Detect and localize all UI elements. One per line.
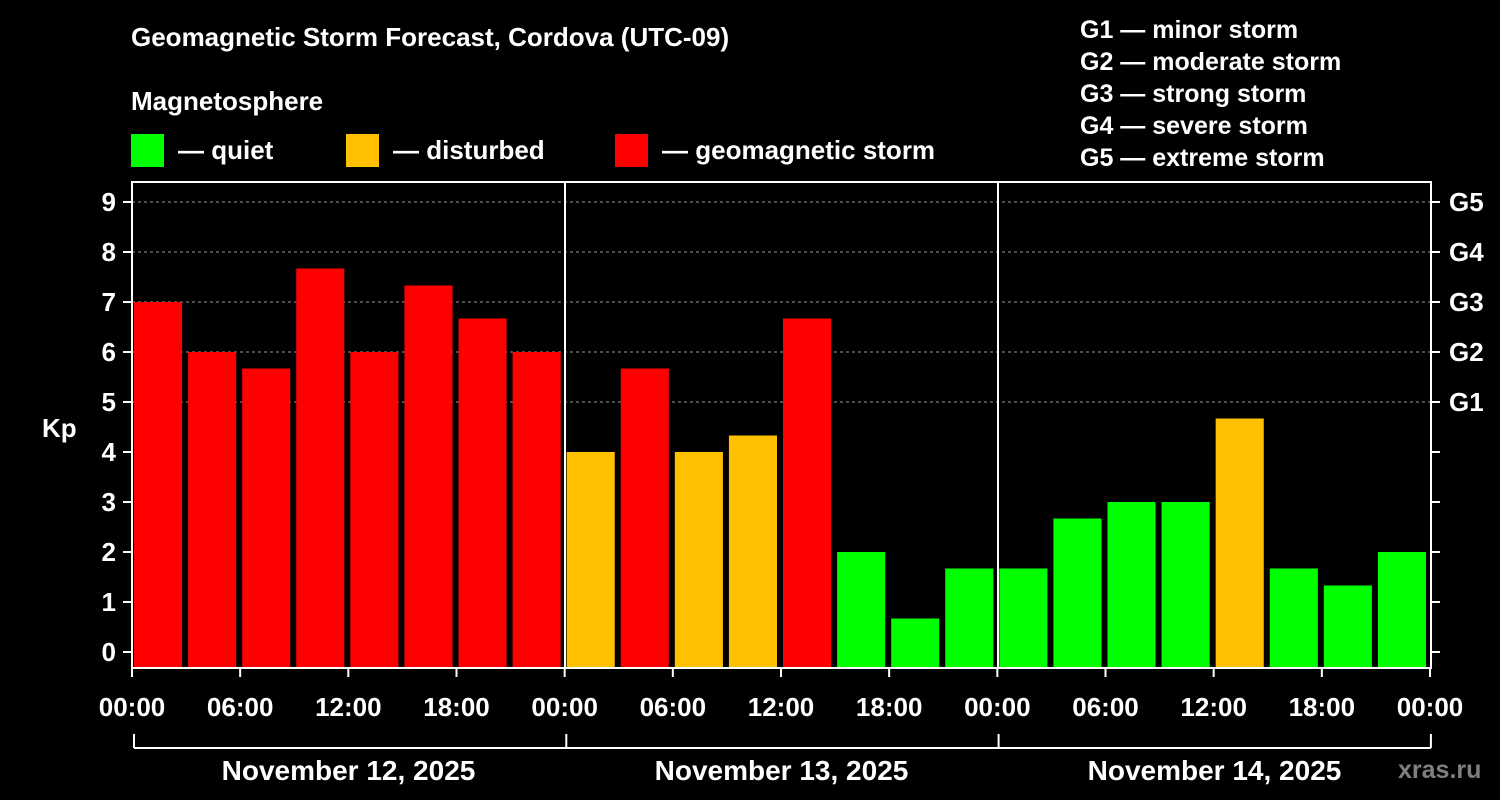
bar-6 <box>458 318 507 668</box>
day-label-1: November 13, 2025 <box>655 755 909 786</box>
bar-0 <box>134 302 183 668</box>
day-label-0: November 12, 2025 <box>222 755 476 786</box>
y-axis-label: Kp <box>42 413 77 443</box>
bar-20 <box>1215 418 1264 668</box>
ytick-label-1: 1 <box>102 587 116 617</box>
bar-4 <box>350 352 399 668</box>
xtick-label-7: 18:00 <box>856 692 923 722</box>
bar-7 <box>512 352 561 668</box>
storm-scale-g3: G3 — strong storm <box>1080 80 1307 108</box>
xtick-label-12: 00:00 <box>1397 692 1464 722</box>
storm-scale-g5: G5 — extreme storm <box>1080 144 1325 172</box>
ytick-label-0: 0 <box>102 637 116 667</box>
bar-16 <box>999 568 1048 668</box>
storm-scale-g1: G1 — minor storm <box>1080 16 1299 44</box>
ytick-label-7: 7 <box>102 287 116 317</box>
xtick-label-0: 00:00 <box>99 692 166 722</box>
legend-swatch-disturbed <box>346 133 379 167</box>
storm-scale-list: G1 — minor storm G2 — moderate storm G3 … <box>1080 14 1341 174</box>
ytick-label-6: 6 <box>102 337 116 367</box>
xtick-label-8: 00:00 <box>964 692 1031 722</box>
bar-18 <box>1107 502 1156 668</box>
bar-2 <box>242 368 291 668</box>
legend-item-quiet: — quiet <box>131 133 273 167</box>
bar-11 <box>728 435 777 668</box>
ytick-label-5: 5 <box>102 387 116 417</box>
xtick-label-3: 18:00 <box>423 692 490 722</box>
xtick-label-6: 12:00 <box>748 692 815 722</box>
bar-14 <box>891 618 940 668</box>
right-tick-label-g2: G2 <box>1449 337 1484 367</box>
xtick-label-9: 06:00 <box>1072 692 1139 722</box>
xtick-label-2: 12:00 <box>315 692 382 722</box>
right-tick-label-g1: G1 <box>1449 387 1484 417</box>
bar-9 <box>620 368 669 668</box>
chart-subtitle: Magnetosphere <box>131 86 324 116</box>
legend-label-quiet: — quiet <box>178 134 274 165</box>
right-tick-label-g5: G5 <box>1449 187 1484 217</box>
right-tick-label-g3: G3 <box>1449 287 1484 317</box>
ytick-label-9: 9 <box>102 187 116 217</box>
bar-5 <box>404 285 453 668</box>
ytick-label-2: 2 <box>102 537 116 567</box>
chart-title: Geomagnetic Storm Forecast, Cordova (UTC… <box>131 22 730 52</box>
bar-12 <box>783 318 832 668</box>
bars-group <box>134 268 1426 668</box>
storm-scale-g4: G4 — severe storm <box>1080 112 1308 140</box>
ytick-label-4: 4 <box>102 437 117 467</box>
xtick-label-4: 00:00 <box>531 692 598 722</box>
legend-item-storm: — geomagnetic storm <box>615 133 935 167</box>
legend-label-disturbed: — disturbed <box>393 134 545 165</box>
bar-22 <box>1323 585 1372 668</box>
legend-item-disturbed: — disturbed <box>346 133 545 167</box>
xtick-label-5: 06:00 <box>640 692 707 722</box>
bar-19 <box>1161 502 1210 668</box>
bar-13 <box>837 552 886 668</box>
grid-lines <box>132 201 1431 403</box>
bar-8 <box>566 452 615 668</box>
watermark: xras.ru <box>1398 756 1482 784</box>
bar-1 <box>188 352 237 668</box>
bar-17 <box>1053 518 1102 668</box>
legend-swatch-storm <box>615 133 648 167</box>
right-tick-label-g4: G4 <box>1449 237 1484 267</box>
ytick-label-3: 3 <box>102 487 116 517</box>
tick-labels: 0 1 2 3 4 5 6 7 8 9 G1 G2 G3 G4 G5 Kp 00:00 06:00 12:00 18:… <box>42 187 1484 786</box>
ytick-label-8: 8 <box>102 237 116 267</box>
bar-15 <box>945 568 994 668</box>
xtick-label-11: 18:00 <box>1289 692 1356 722</box>
legend-label-storm: — geomagnetic storm <box>662 134 936 165</box>
bar-10 <box>674 452 723 668</box>
day-label-2: November 14, 2025 <box>1088 755 1342 786</box>
bar-23 <box>1377 552 1426 668</box>
legend-swatch-quiet <box>131 133 164 167</box>
storm-scale-g2: G2 — moderate storm <box>1080 48 1342 76</box>
bar-3 <box>296 268 345 668</box>
xtick-label-1: 06:00 <box>207 692 274 722</box>
xtick-label-10: 12:00 <box>1180 692 1247 722</box>
bar-21 <box>1269 568 1318 668</box>
